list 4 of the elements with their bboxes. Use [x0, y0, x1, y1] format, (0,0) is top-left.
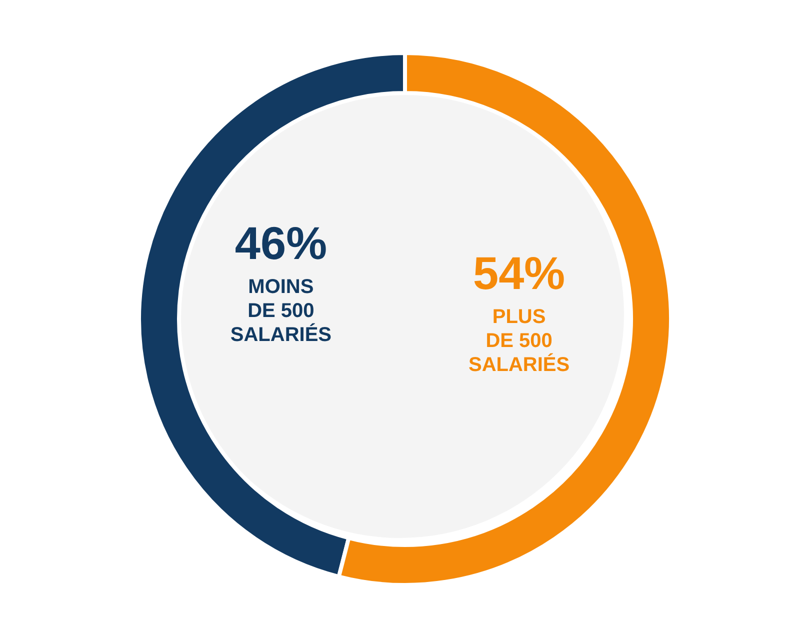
- slice-label: PLUS DE 500 SALARIÉS: [468, 306, 570, 376]
- data-label: 46%: [234, 216, 327, 269]
- data-label: 54%: [473, 247, 566, 300]
- slice-label: MOINS DE 500 SALARIÉS: [230, 276, 332, 346]
